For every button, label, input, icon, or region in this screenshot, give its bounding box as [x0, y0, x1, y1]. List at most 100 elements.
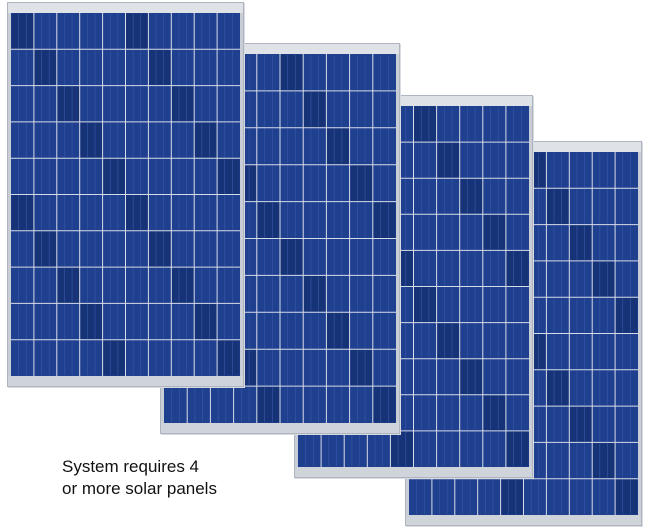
panel-cell	[217, 49, 240, 86]
panel-cell	[103, 122, 125, 158]
panel-cell	[171, 158, 194, 194]
panel-cell	[234, 386, 257, 423]
panel-cell	[103, 49, 125, 86]
panel-cell	[34, 86, 57, 122]
panel-cell	[257, 165, 280, 202]
panel-cell	[506, 359, 529, 395]
panel-cell	[257, 239, 280, 275]
panel-cell	[103, 303, 125, 340]
panel-cell	[257, 202, 280, 238]
panel-cell	[615, 370, 638, 406]
panel-cell	[303, 54, 326, 91]
panel-cell	[217, 13, 240, 49]
panel-cell	[34, 13, 57, 49]
panel-cell	[194, 49, 217, 86]
panel-cell	[210, 386, 234, 423]
panel-cell	[11, 49, 34, 86]
panel-cell	[57, 86, 80, 122]
panel-cell	[414, 395, 437, 431]
panel-cell	[11, 122, 34, 158]
panel-cell	[483, 214, 506, 250]
panel-cell	[569, 152, 592, 188]
panel-cell	[592, 442, 615, 479]
panel-cell	[373, 128, 396, 165]
panel-cell	[80, 267, 103, 303]
panel-cell	[148, 49, 171, 86]
panel-cell	[171, 13, 194, 49]
panel-cell	[524, 479, 546, 515]
panel-cell	[483, 395, 506, 431]
panel-cell	[460, 142, 483, 178]
panel-cell	[546, 334, 569, 370]
panel-cell	[194, 195, 217, 231]
panel-cell	[615, 406, 638, 442]
panel-cell	[34, 303, 57, 340]
panel-cell	[126, 231, 148, 267]
panel-cell	[483, 142, 506, 178]
panel-cell	[34, 122, 57, 158]
panel-cell	[257, 386, 280, 423]
panel-cell	[11, 303, 34, 340]
panel-cell	[350, 202, 373, 238]
panel-cell	[592, 334, 615, 370]
panel-cell	[373, 275, 396, 312]
panel-cell	[280, 312, 303, 349]
panel-cell	[414, 250, 437, 286]
panel-cell	[569, 261, 592, 297]
panel-cell	[592, 406, 615, 442]
solar-panel-icon	[8, 3, 243, 386]
panel-cell	[569, 406, 592, 442]
panel-cell	[414, 323, 437, 359]
panel-cell	[326, 349, 350, 386]
panel-cell	[350, 128, 373, 165]
panel-cell	[148, 122, 171, 158]
panel-cell	[367, 431, 390, 467]
panel-cell	[373, 349, 396, 386]
panel-cell	[615, 479, 638, 515]
panel-cell	[164, 386, 187, 423]
panel-cell	[194, 231, 217, 267]
panel-cell	[126, 195, 148, 231]
panel-cell	[171, 195, 194, 231]
panel-cell	[373, 386, 396, 423]
panel-frame-top	[161, 44, 399, 54]
panel-cell	[257, 312, 280, 349]
panel-cell	[126, 267, 148, 303]
panel-cell	[506, 395, 529, 431]
panel-cell	[303, 312, 326, 349]
panel-cell	[11, 231, 34, 267]
panel-cell	[194, 340, 217, 376]
panel-cell	[126, 49, 148, 86]
panel-cell	[257, 275, 280, 312]
panel-cell	[280, 275, 303, 312]
panel-cell	[483, 323, 506, 359]
panel-cell	[592, 188, 615, 225]
panel-cell	[460, 106, 483, 142]
caption-line-1: System requires 4	[62, 457, 199, 476]
panel-cell	[57, 13, 80, 49]
panel-cell	[326, 275, 350, 312]
panel-cell	[57, 303, 80, 340]
panel-cell	[409, 479, 432, 515]
panel-cell	[257, 91, 280, 128]
solar-panel-icon	[161, 44, 399, 433]
panel-cell	[126, 303, 148, 340]
panel-cell	[57, 195, 80, 231]
panel-cell	[194, 122, 217, 158]
panel-cell	[460, 214, 483, 250]
panel-cell	[303, 91, 326, 128]
panel-cell	[217, 231, 240, 267]
panel-cell	[592, 479, 615, 515]
panel-cell	[460, 359, 483, 395]
panel-cell	[171, 86, 194, 122]
panel-frame-bottom	[8, 376, 243, 386]
panel-cell	[217, 303, 240, 340]
panel-cell	[373, 91, 396, 128]
panel-cell	[57, 267, 80, 303]
panel-cell	[506, 178, 529, 214]
panel-cell	[34, 158, 57, 194]
panel-cell	[414, 106, 437, 142]
panel-cell	[326, 165, 350, 202]
panel-cell	[57, 49, 80, 86]
panel-cell	[460, 250, 483, 286]
